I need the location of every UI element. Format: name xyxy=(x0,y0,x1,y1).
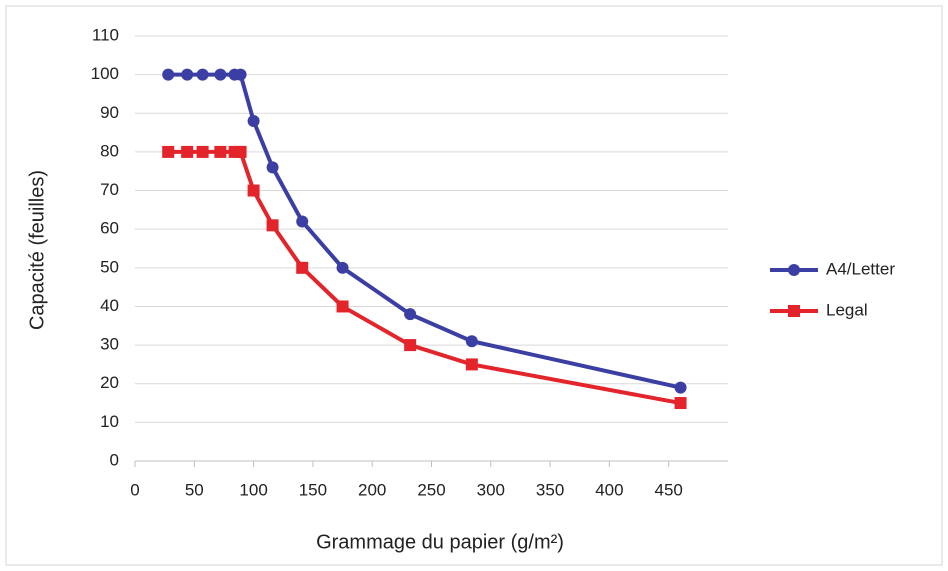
y-tick-label: 60 xyxy=(100,219,119,238)
point xyxy=(162,68,175,81)
point xyxy=(234,145,247,158)
point xyxy=(266,161,279,174)
legend-label: Legal xyxy=(826,300,868,319)
point xyxy=(196,68,209,81)
point xyxy=(465,358,478,371)
point xyxy=(181,145,194,158)
legend-label: A4/Letter xyxy=(826,259,895,278)
y-tick-label: 70 xyxy=(100,180,119,199)
x-tick-label: 250 xyxy=(417,480,445,499)
point xyxy=(465,335,478,348)
point xyxy=(214,145,227,158)
y-tick-label: 10 xyxy=(100,412,119,431)
x-tick-label: 100 xyxy=(239,480,267,499)
x-tick-label: 50 xyxy=(185,480,204,499)
point xyxy=(196,145,209,158)
y-tick-label: 100 xyxy=(91,64,119,83)
point xyxy=(296,215,309,228)
y-tick-label: 80 xyxy=(100,141,119,160)
x-axis-title: Grammage du papier (g/m²) xyxy=(316,531,564,553)
y-tick-label: 20 xyxy=(100,373,119,392)
point xyxy=(214,68,227,81)
point xyxy=(162,145,175,158)
point xyxy=(296,261,309,274)
y-tick-label: 90 xyxy=(100,103,119,122)
x-tick-label: 150 xyxy=(299,480,327,499)
x-tick-label: 350 xyxy=(536,480,564,499)
chart-frame xyxy=(5,5,943,566)
y-tick-label: 0 xyxy=(110,450,119,469)
y-axis-title: Capacité (feuilles) xyxy=(26,170,48,330)
y-tick-label: 30 xyxy=(100,335,119,354)
point xyxy=(336,261,349,274)
point xyxy=(674,381,687,394)
x-tick-label: 450 xyxy=(655,480,683,499)
point xyxy=(404,308,417,321)
x-tick-label: 400 xyxy=(595,480,623,499)
y-tick-label: 110 xyxy=(92,25,119,44)
point xyxy=(234,68,247,81)
legend-marker xyxy=(788,264,800,276)
y-tick-label: 40 xyxy=(100,296,119,315)
point xyxy=(674,397,687,410)
legend-marker xyxy=(788,305,800,317)
x-tick-label: 200 xyxy=(358,480,386,499)
point xyxy=(181,68,194,81)
point xyxy=(247,115,260,127)
point xyxy=(266,219,279,232)
y-tick-label: 50 xyxy=(100,257,119,276)
point xyxy=(404,339,417,352)
point xyxy=(247,184,260,197)
point xyxy=(336,300,349,313)
x-tick-label: 300 xyxy=(477,480,505,499)
x-tick-label: 0 xyxy=(130,480,139,499)
